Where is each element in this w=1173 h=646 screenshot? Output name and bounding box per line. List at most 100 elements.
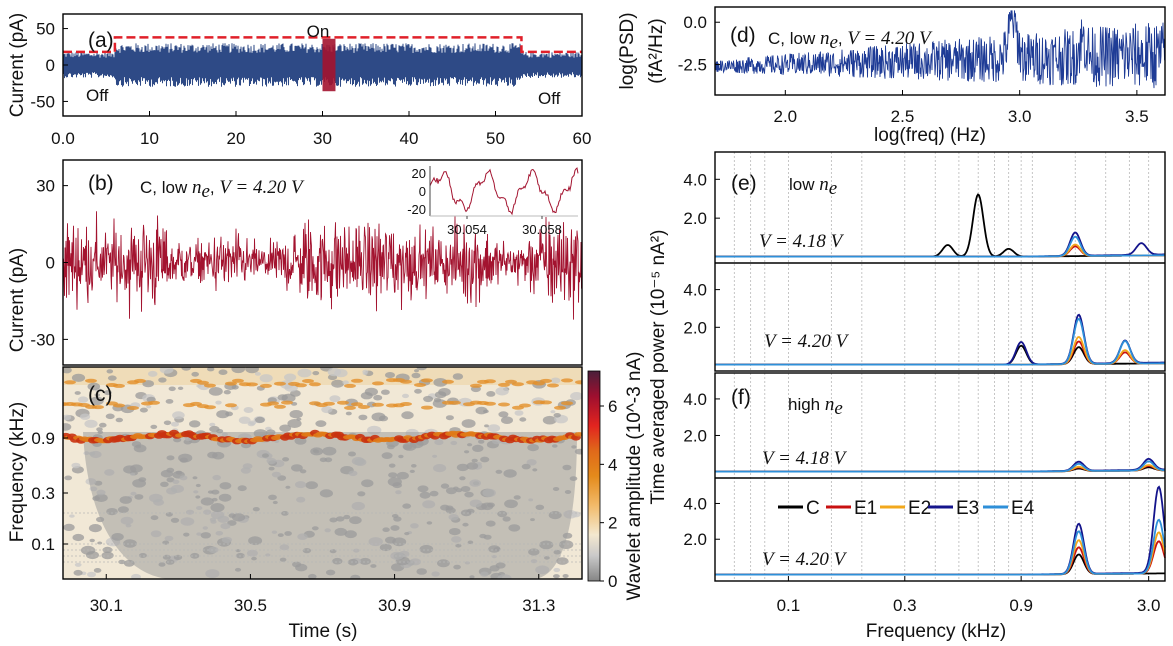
upper-ridge-segment [400,402,412,406]
panel-d-xlabel: log(freq) (Hz) [874,125,986,146]
panel-f-frame [714,372,1166,582]
speckle [216,410,230,419]
panel-f-group: high ne [788,394,843,419]
speckle [74,391,81,395]
y-tick-label: 4.0 [683,281,707,300]
power-curve-E4 [715,460,1166,473]
upper-ridge-segment [260,383,272,388]
bias-step-dashed [63,36,582,54]
speckle [89,538,95,543]
upper-ridge-segment [421,405,433,410]
x-tick-label: 0.0 [51,129,75,148]
y-tick-label: 30 [36,177,55,196]
upper-ridge-segment [484,379,496,384]
speckle [103,390,112,396]
speckle [484,424,489,428]
speckle [433,397,442,403]
x-tick-label: 3.5 [1125,107,1149,126]
speckle [385,372,395,379]
speckle [327,367,342,377]
speckle [452,373,464,380]
upper-ridge-segment [540,400,552,405]
y-tick-label: 2.0 [683,426,707,445]
speckle [498,411,509,418]
colorbar-tick-label: 4 [608,455,617,474]
panel-d-frame [714,6,1166,96]
speckle [247,421,255,427]
legend-label-C: C [806,498,820,519]
panel-ef-ticks: 4.0 2.0 4.0 2.0 4.0 2.0 4.0 2.0 0.1 0.3 0.9 3.0 [683,170,1160,615]
upper-ridge-segment [421,378,433,383]
highlight-window [322,38,336,92]
panel-b-cond-voltage: V = 4.20 V [219,177,305,198]
upper-ridge-segment [232,378,244,383]
speckle [63,414,72,421]
upper-ridge-segment [561,378,573,383]
panel-a-label: (a) [88,29,114,52]
speckle [87,571,96,578]
upper-ridge-segment [113,403,125,408]
upper-ridge-segment [281,400,293,405]
y-tick-label: 0 [46,254,55,273]
speckle [107,375,117,381]
speckle [371,412,386,422]
speckle [360,392,373,400]
speckle [207,367,215,372]
speckle [142,380,154,388]
speckle [101,551,114,560]
x-tick-label: 31.3 [522,596,555,615]
speckle [71,462,81,469]
colorbar-tick-label: 0 [608,572,617,591]
speckle [411,372,421,379]
upper-ridge-segment [344,383,356,388]
upper-ridge-segment [358,405,370,409]
upper-ridge-segment [540,378,552,383]
inset-y-tick: -20 [407,202,426,217]
speckle [78,396,89,403]
legend-label-E4: E4 [1011,498,1035,519]
panel-c-ylabel: Frequency (kHz) [7,402,28,542]
group-high: high [788,395,825,414]
upper-ridge-segment [148,400,160,405]
speckle [84,419,98,428]
x-tick-label: 20 [227,129,246,148]
speckle [172,411,185,420]
speckle [80,413,91,420]
legend-label-E3: E3 [956,498,979,519]
upper-ridge-segment [512,382,524,387]
speckle [93,568,102,573]
comma: , [210,178,219,197]
ne-subscript-e: e [829,178,837,199]
panel-d: 2.0 2.5 3.0 3.5 0.0 -2.5 (d) C, low ne, V = 4… [617,6,1166,146]
inset-x-tick: 30.058 [522,222,562,237]
speckle [209,422,216,427]
speckle [115,417,124,423]
inset-x-tick: 30.054 [447,222,487,237]
x-tick-label: 0.1 [777,596,801,615]
y-tick-label: 4.0 [683,390,707,409]
y-tick-label: 0 [46,56,55,75]
speckle [423,395,434,403]
speckle [168,386,176,392]
power-curve-E4 [715,518,1166,576]
panel-b-condition: C, low ne, V = 4.20 V [140,177,305,202]
colorbar-label: Wavelet amplitude (10^-3 nA) [624,352,645,601]
x-tick-label: 3.0 [1137,596,1161,615]
upper-ridge-segment [372,381,384,386]
legend-label-E1: E1 [854,498,877,519]
panel-b-cond-prefix: C, low [140,178,192,197]
upper-ridge-segment [498,402,510,407]
speckle [487,424,501,432]
panel-b-inset: 20 0 -20 30.054 30.058 [407,166,579,237]
x-tick-label: 30.9 [378,596,411,615]
speckle [255,416,265,423]
x-tick-label: 30.5 [234,596,267,615]
speckle [284,373,297,382]
speckle [69,514,75,518]
speckle [556,557,569,565]
speckle [150,424,158,429]
upper-ridge-segment [309,382,321,387]
y-tick-label: 2.0 [683,318,707,337]
speckle [416,367,427,371]
panel-ef-xlabel: Frequency (kHz) [866,621,1006,642]
